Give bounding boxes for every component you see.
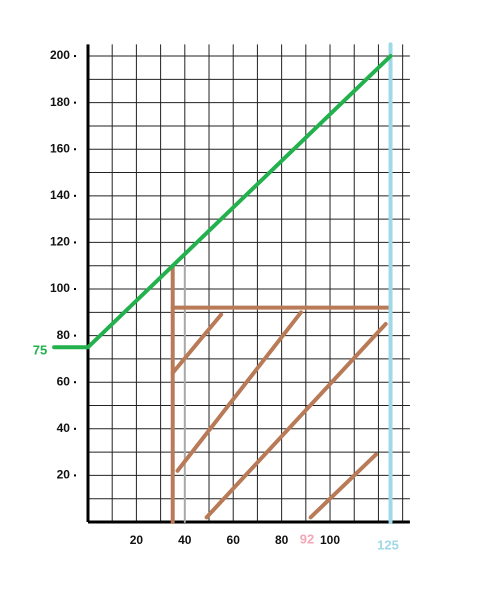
annotation: 125 xyxy=(377,537,399,552)
y-tick-label: 100 xyxy=(50,281,70,295)
y-tick-label: 200 xyxy=(50,48,70,62)
line xyxy=(175,310,303,473)
x-tick-label: 40 xyxy=(178,533,192,547)
line xyxy=(204,321,388,520)
x-tick-label: 80 xyxy=(275,533,289,547)
y-tick-label: 20 xyxy=(57,468,71,482)
annotation: 92 xyxy=(300,531,314,546)
line xyxy=(170,312,224,375)
x-tick-label: 20 xyxy=(130,533,144,547)
y-tick-label: 120 xyxy=(50,235,70,249)
line xyxy=(52,54,393,350)
y-tick-label: 180 xyxy=(50,95,70,109)
y-tick-label: 160 xyxy=(50,141,70,155)
line xyxy=(308,452,379,520)
x-tick-label: 100 xyxy=(320,533,340,547)
x-tick-label: 60 xyxy=(227,533,241,547)
annotation: 75 xyxy=(33,342,47,357)
y-tick-label: 140 xyxy=(50,188,70,202)
y-tick-label: 40 xyxy=(57,421,71,435)
y-tick-label: 60 xyxy=(57,374,71,388)
y-tick-label: 80 xyxy=(57,328,71,342)
